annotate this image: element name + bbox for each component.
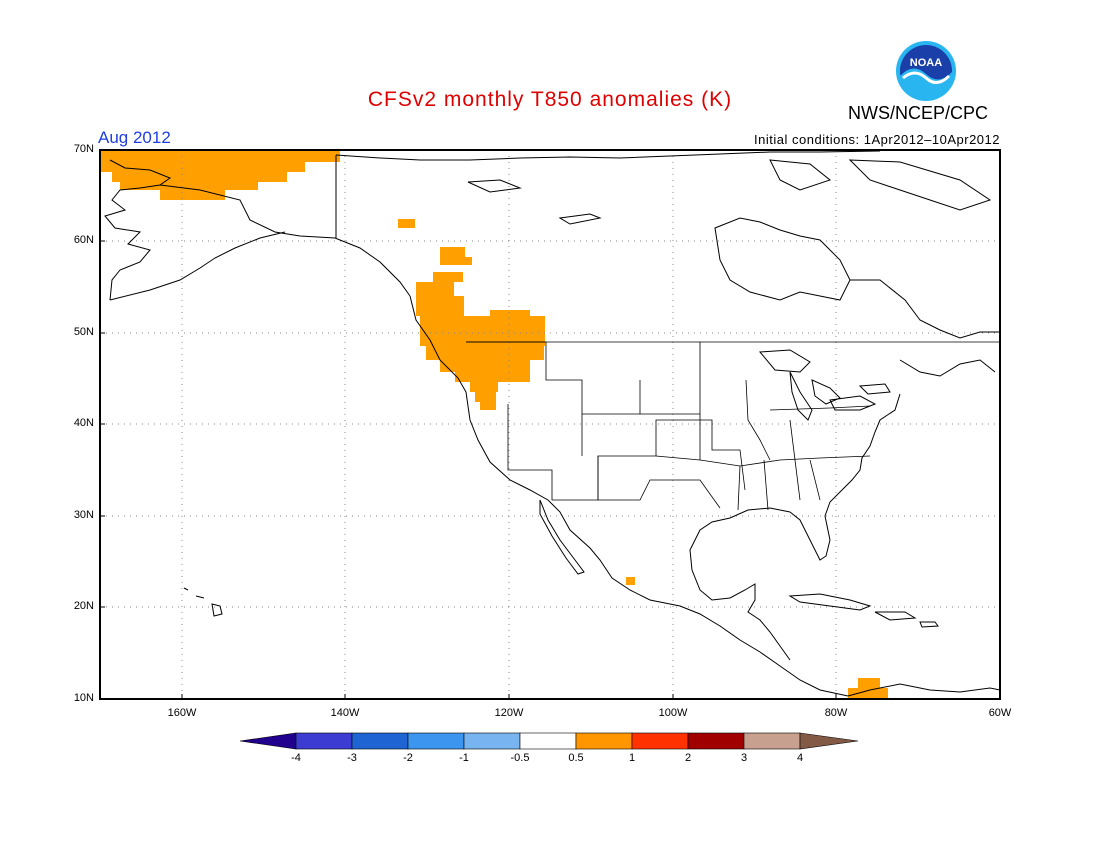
noaa-logo: NOAA — [896, 41, 956, 101]
anomaly-alaska-north — [100, 150, 340, 162]
colorbar-label: 0.5 — [568, 752, 584, 764]
anomaly-bc-north-cell — [440, 257, 472, 265]
lat-label: 60N — [73, 234, 94, 246]
colorbar-label: 4 — [796, 752, 804, 764]
colorbar-cell — [575, 732, 633, 750]
anomaly-alaska-north — [120, 182, 258, 190]
anomaly-south-america — [848, 688, 888, 698]
colorbar-label: -1 — [459, 752, 469, 764]
axis-ticks — [100, 149, 837, 699]
anomaly-pacific-northwest — [416, 282, 454, 296]
anomaly-pacific-northwest — [433, 272, 463, 282]
anomaly-pacific-northwest — [440, 360, 530, 372]
gridlines — [100, 150, 1000, 699]
colorbar — [239, 732, 859, 750]
anomaly-pacific-northwest — [475, 392, 496, 402]
anomaly-bc-north-cell — [440, 247, 465, 257]
colorbar-cell — [631, 732, 689, 750]
colorbar-label: 3 — [740, 752, 748, 764]
colorbar-cell — [743, 732, 801, 750]
lat-label: 30N — [73, 509, 94, 521]
chart-title: CFSv2 monthly T850 anomalies (K) — [367, 88, 733, 111]
anomaly-pacific-northwest — [426, 346, 544, 360]
lat-label: 70N — [73, 143, 94, 155]
colorbar-label: -4 — [291, 752, 301, 764]
anomaly-alaska-north — [112, 172, 287, 182]
initial-conditions: Initial conditions: 1Apr2012–10Apr2012 — [754, 132, 1000, 147]
anomaly-pacific-northwest — [420, 316, 545, 346]
agency-label: NWS/NCEP/CPC — [848, 103, 989, 123]
colorbar-label: -0.5 — [510, 752, 530, 764]
lon-label: 120W — [494, 707, 524, 719]
colorbar-cell — [239, 732, 297, 750]
colorbar-cell — [295, 732, 353, 750]
anomaly-alaska-north — [100, 162, 305, 172]
anomaly-pacific-northwest — [416, 296, 464, 316]
colorbar-label: 1 — [628, 752, 636, 764]
lat-label: 20N — [73, 600, 94, 612]
anomaly-pacific-northwest — [490, 310, 530, 320]
noaa-logo-text: NOAA — [910, 57, 942, 69]
lon-label: 80W — [824, 707, 848, 719]
lon-label: 160W — [167, 707, 197, 719]
lon-label: 100W — [658, 707, 688, 719]
anomaly-yukon-cell — [398, 219, 415, 228]
forecast-month: Aug 2012 — [98, 128, 171, 147]
lat-label: 50N — [73, 326, 94, 338]
colorbar-cell — [687, 732, 745, 750]
anomaly-shading — [100, 150, 888, 698]
colorbar-label: -3 — [347, 752, 357, 764]
coastlines — [104, 150, 1001, 697]
political-borders — [466, 341, 1000, 511]
anomaly-pacific-northwest — [480, 402, 496, 410]
anomaly-alaska-north — [160, 190, 225, 200]
lon-label: 60W — [988, 707, 1012, 719]
colorbar-cell — [799, 732, 859, 750]
anomaly-west-mexico — [626, 577, 635, 585]
colorbar-cell — [463, 732, 521, 750]
lat-label: 40N — [73, 417, 94, 429]
anomaly-pacific-northwest — [470, 382, 498, 392]
anomaly-pacific-northwest — [455, 372, 530, 382]
colorbar-cell — [351, 732, 409, 750]
colorbar-cell — [407, 732, 465, 750]
colorbar-cell — [519, 732, 577, 750]
anomaly-south-america — [858, 678, 880, 688]
lon-label: 140W — [330, 707, 360, 719]
colorbar-label: 2 — [684, 752, 692, 764]
lat-label: 10N — [73, 692, 94, 704]
colorbar-label: -2 — [403, 752, 413, 764]
